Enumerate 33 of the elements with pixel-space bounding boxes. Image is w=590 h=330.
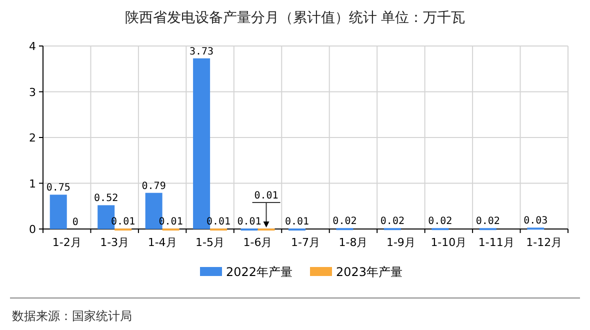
x-tick-label: 1-12月: [526, 236, 562, 249]
chart-title: 陕西省发电设备产量分月（累计值）统计 单位：万千瓦: [124, 10, 466, 26]
data-label: 0.02: [476, 216, 500, 228]
data-label: 0.02: [332, 216, 357, 228]
x-tick-label: 1-11月: [478, 236, 514, 249]
y-tick-label: 3: [29, 86, 36, 99]
data-label: 0.01: [237, 216, 262, 228]
data-label: 0.02: [380, 216, 404, 228]
x-tick-label: 1-2月: [52, 236, 82, 249]
data-label: 0: [72, 217, 78, 228]
data-label: 3.73: [190, 46, 214, 58]
x-tick-label: 1-3月: [100, 236, 130, 249]
x-tick-label: 1-10月: [430, 236, 467, 249]
x-tick-label: 1-8月: [338, 236, 368, 249]
data-label: 0.52: [94, 193, 118, 204]
x-tick-label: 1-9月: [386, 236, 416, 249]
source-note: 数据来源：国家统计局: [12, 309, 132, 323]
x-tick-label: 1-7月: [291, 236, 320, 249]
data-label: 0.02: [428, 216, 452, 228]
data-label: 0.01: [284, 216, 310, 228]
data-label: 0.75: [46, 182, 70, 194]
y-tick-label: 1: [29, 177, 36, 190]
y-tick-label: 0: [29, 223, 36, 236]
x-tick-label: 1-5月: [196, 236, 225, 249]
data-label: 0.03: [524, 216, 548, 227]
legend-label: 2022年产量: [226, 265, 293, 279]
y-tick-label: 2: [29, 132, 36, 144]
legend-label: 2023年产量: [336, 265, 403, 279]
y-tick-label: 4: [29, 40, 36, 53]
data-label: 0.79: [142, 180, 166, 192]
x-tick-label: 1-4月: [148, 236, 177, 249]
x-tick-label: 1-6月: [243, 236, 272, 249]
data-label: 0.01: [254, 190, 278, 202]
